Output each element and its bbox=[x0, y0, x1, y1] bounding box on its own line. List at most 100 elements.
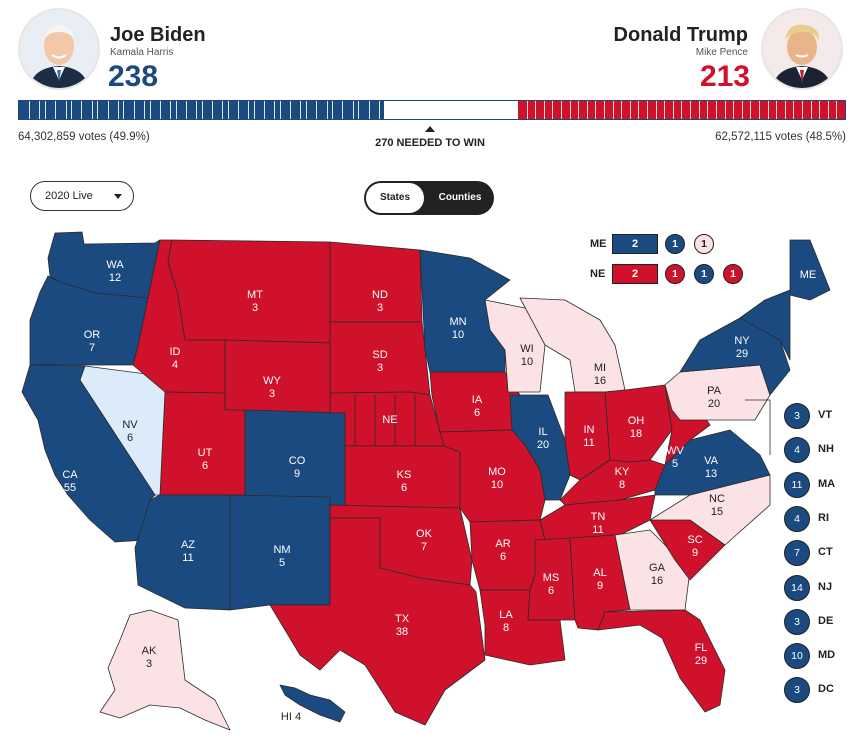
state-label-nm: NM bbox=[273, 544, 290, 556]
small-state-vt[interactable]: 3 VT bbox=[784, 403, 854, 429]
small-state-abbr: RI bbox=[818, 511, 829, 524]
states-counties-toggle[interactable]: States Counties bbox=[364, 181, 494, 215]
progress-tick bbox=[836, 101, 838, 119]
ne-district-3[interactable]: 1 bbox=[723, 264, 743, 284]
state-ev-in: 11 bbox=[583, 437, 594, 449]
small-state-dc[interactable]: 3 DC bbox=[784, 677, 854, 704]
small-state-de[interactable]: 3 DE bbox=[784, 608, 854, 635]
ne-at-large[interactable]: 2 bbox=[612, 264, 658, 284]
state-ev-nd: 3 bbox=[377, 302, 383, 314]
state-ga[interactable] bbox=[614, 529, 691, 611]
small-state-ev: 3 bbox=[784, 403, 810, 429]
state-ev-nc: 15 bbox=[711, 506, 723, 518]
state-label-mn: MN bbox=[449, 316, 466, 328]
progress-tick bbox=[526, 101, 528, 119]
state-ev-la: 8 bbox=[503, 622, 509, 634]
state-label-hi: HI 4 bbox=[281, 711, 301, 723]
state-hi[interactable] bbox=[279, 684, 346, 723]
small-state-ev: 10 bbox=[784, 643, 810, 670]
needed-to-win-marker bbox=[425, 126, 435, 132]
progress-tick bbox=[238, 101, 239, 119]
progress-tick bbox=[707, 101, 709, 119]
small-state-ev: 3 bbox=[784, 608, 810, 635]
state-ev-ny: 29 bbox=[736, 348, 748, 360]
small-state-nh[interactable]: 4 NH bbox=[784, 437, 854, 464]
state-label-ia: IA bbox=[472, 394, 483, 406]
progress-tick bbox=[750, 101, 752, 119]
state-label-mt: MT bbox=[247, 289, 263, 301]
progress-tick bbox=[672, 101, 674, 119]
me-at-large[interactable]: 2 bbox=[612, 234, 658, 254]
progress-tick bbox=[169, 101, 171, 119]
me-split-label: ME bbox=[590, 238, 607, 250]
progress-tick bbox=[201, 101, 203, 119]
state-ev-sd: 3 bbox=[377, 362, 383, 374]
state-label-ut: UT bbox=[198, 447, 213, 459]
state-ev-mo: 10 bbox=[491, 479, 503, 491]
state-label-ok: OK bbox=[416, 528, 433, 540]
state-label-sd: SD bbox=[372, 349, 387, 361]
me-district-2[interactable]: 1 bbox=[694, 234, 714, 254]
state-ev-sc: 9 bbox=[692, 547, 698, 559]
small-state-ma[interactable]: 11 MA bbox=[784, 471, 854, 498]
progress-tick bbox=[352, 101, 354, 119]
trump-avatar bbox=[761, 8, 843, 90]
state-borders bbox=[354, 395, 771, 455]
progress-tick bbox=[578, 101, 580, 119]
small-state-nj[interactable]: 14 NJ bbox=[784, 574, 854, 601]
progress-tick bbox=[71, 101, 73, 119]
small-state-ri[interactable]: 4 RI bbox=[784, 505, 854, 532]
state-ev-wy: 3 bbox=[269, 388, 275, 400]
small-state-abbr: VT bbox=[818, 409, 833, 421]
state-label-ms: MS bbox=[543, 572, 560, 584]
state-ev-wv: 5 bbox=[672, 458, 678, 470]
small-state-md[interactable]: 10 MD bbox=[784, 643, 854, 670]
progress-tick bbox=[793, 101, 795, 119]
state-il[interactable] bbox=[509, 394, 571, 501]
progress-tick bbox=[227, 101, 229, 119]
state-label-ga: GA bbox=[649, 562, 666, 574]
state-tx[interactable] bbox=[269, 517, 486, 726]
progress-tick bbox=[326, 101, 328, 119]
state-label-pa: PA bbox=[707, 385, 722, 397]
progress-tick bbox=[175, 101, 177, 119]
state-ev-ca: 55 bbox=[64, 482, 76, 494]
state-label-in: IN bbox=[584, 424, 595, 436]
state-label-az: AZ bbox=[181, 539, 195, 551]
state-ev-tn: 11 bbox=[592, 524, 603, 536]
toggle-states[interactable]: States bbox=[366, 183, 424, 213]
progress-tick bbox=[211, 101, 213, 119]
state-ev-id: 4 bbox=[172, 359, 178, 371]
progress-tick bbox=[358, 101, 360, 119]
state-me[interactable] bbox=[789, 239, 831, 301]
biden-name: Joe Biden bbox=[110, 24, 206, 46]
ne-district-2[interactable]: 1 bbox=[694, 264, 714, 284]
state-ev-ga: 16 bbox=[651, 575, 663, 587]
small-state-abbr: DC bbox=[818, 683, 834, 696]
state-ev-tx: 38 bbox=[396, 626, 408, 638]
me-district-1[interactable]: 1 bbox=[665, 234, 685, 254]
state-label-al: AL bbox=[593, 567, 606, 579]
state-ev-ms: 6 bbox=[548, 585, 554, 597]
progress-tick bbox=[569, 101, 571, 119]
state-ev-ia: 6 bbox=[474, 407, 480, 419]
ne-district-1[interactable]: 1 bbox=[665, 264, 685, 284]
state-fl[interactable] bbox=[597, 609, 726, 713]
toggle-counties[interactable]: Counties bbox=[438, 192, 482, 203]
state-ne6[interactable] bbox=[739, 289, 791, 361]
small-state-ev: 4 bbox=[784, 437, 810, 464]
state-ev-il: 20 bbox=[537, 439, 549, 451]
progress-tick bbox=[342, 101, 344, 119]
state-ev-ar: 6 bbox=[500, 551, 506, 563]
state-ak[interactable] bbox=[99, 609, 231, 731]
state-ev-mn: 10 bbox=[452, 329, 464, 341]
state-ev-or: 7 bbox=[89, 342, 95, 354]
progress-tick bbox=[133, 101, 135, 119]
small-state-ev: 14 bbox=[784, 574, 810, 601]
small-state-ct[interactable]: 7 CT bbox=[784, 540, 854, 567]
progress-tick bbox=[647, 101, 649, 119]
year-select[interactable]: 2020 Live bbox=[30, 181, 134, 211]
progress-tick bbox=[97, 101, 99, 119]
state-ev-al: 9 bbox=[597, 580, 603, 592]
progress-tick bbox=[274, 101, 276, 119]
